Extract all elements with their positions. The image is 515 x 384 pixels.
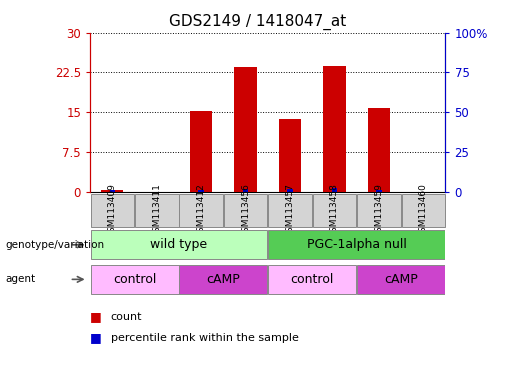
Text: GSM113457: GSM113457 (285, 183, 295, 238)
Bar (110, 190, 115, 192)
Bar (402, 194, 445, 227)
Text: PGC-1alpha null: PGC-1alpha null (307, 238, 406, 251)
Text: GSM113458: GSM113458 (330, 183, 339, 238)
Bar (179, 265, 267, 294)
Text: cAMP: cAMP (207, 273, 241, 286)
Bar (268, 194, 312, 227)
Bar (91, 194, 134, 227)
Text: percentile rank within the sample: percentile rank within the sample (111, 333, 299, 343)
Bar (224, 194, 267, 227)
Text: control: control (290, 273, 334, 286)
Text: ■: ■ (90, 310, 102, 323)
Text: GSM113412: GSM113412 (197, 183, 205, 238)
Bar (234, 67, 256, 192)
Text: GSM113460: GSM113460 (419, 183, 428, 238)
Text: agent: agent (5, 274, 35, 285)
Bar (287, 189, 293, 192)
Bar (135, 194, 179, 227)
Bar (376, 190, 382, 192)
Bar (368, 108, 390, 192)
Bar (91, 265, 179, 294)
Text: GDS2149 / 1418047_at: GDS2149 / 1418047_at (169, 13, 346, 30)
Bar (190, 111, 212, 192)
Bar (101, 190, 124, 192)
Bar (243, 189, 248, 192)
Text: count: count (111, 312, 142, 322)
Text: GSM113411: GSM113411 (152, 183, 161, 238)
Text: control: control (113, 273, 156, 286)
Bar (323, 66, 346, 192)
Text: GSM113456: GSM113456 (241, 183, 250, 238)
Bar (268, 265, 356, 294)
Bar (332, 188, 337, 192)
Bar (357, 265, 445, 294)
Bar (268, 230, 445, 260)
Bar (313, 194, 356, 227)
Bar (279, 119, 301, 192)
Text: ■: ■ (90, 331, 102, 344)
Text: cAMP: cAMP (384, 273, 418, 286)
Text: genotype/variation: genotype/variation (5, 240, 104, 250)
Text: GSM113459: GSM113459 (374, 183, 383, 238)
Bar (91, 230, 267, 260)
Text: wild type: wild type (150, 238, 208, 251)
Bar (357, 194, 401, 227)
Text: GSM113409: GSM113409 (108, 183, 117, 238)
Bar (179, 194, 223, 227)
Bar (198, 190, 204, 192)
